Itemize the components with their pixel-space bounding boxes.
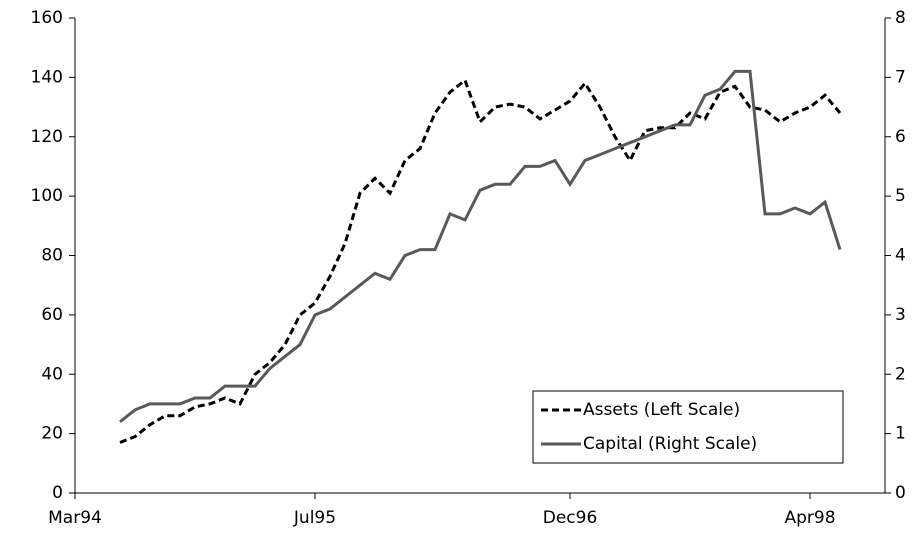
y2-tick-label: 8 [895,8,906,28]
y-tick-label: 20 [41,424,63,444]
y2-tick-label: 1 [895,424,906,444]
legend: Assets (Left Scale) Capital (Right Scale) [532,390,844,464]
x-tick-label: Jul95 [293,508,336,528]
x-tick-label: Apr98 [784,508,835,528]
x-tick-label: Dec96 [543,508,598,528]
y2-tick-label: 2 [895,364,906,384]
legend-label: Capital (Right Scale) [583,434,757,454]
y-tick-label: 120 [31,127,63,147]
y2-tick-label: 6 [895,127,906,147]
y-tick-label: 40 [41,364,63,384]
y2-tick-label: 5 [895,186,906,206]
y-tick-label: 100 [31,186,63,206]
series-line [119,77,842,444]
y-tick-label: 60 [41,305,63,325]
legend-label: Assets (Left Scale) [583,400,740,420]
y2-tick-label: 3 [895,305,906,325]
y2-tick-label: 4 [895,246,906,266]
x-tick-label: Mar94 [48,508,102,528]
y2-tick-label: 7 [895,67,906,87]
y-tick-label: 80 [41,246,63,266]
legend-box [532,390,844,464]
series-line [119,69,842,423]
y-tick-label: 160 [31,8,63,28]
y2-tick-label: 0 [895,483,906,503]
y-tick-label: 0 [52,483,63,503]
y-tick-label: 140 [31,67,63,87]
